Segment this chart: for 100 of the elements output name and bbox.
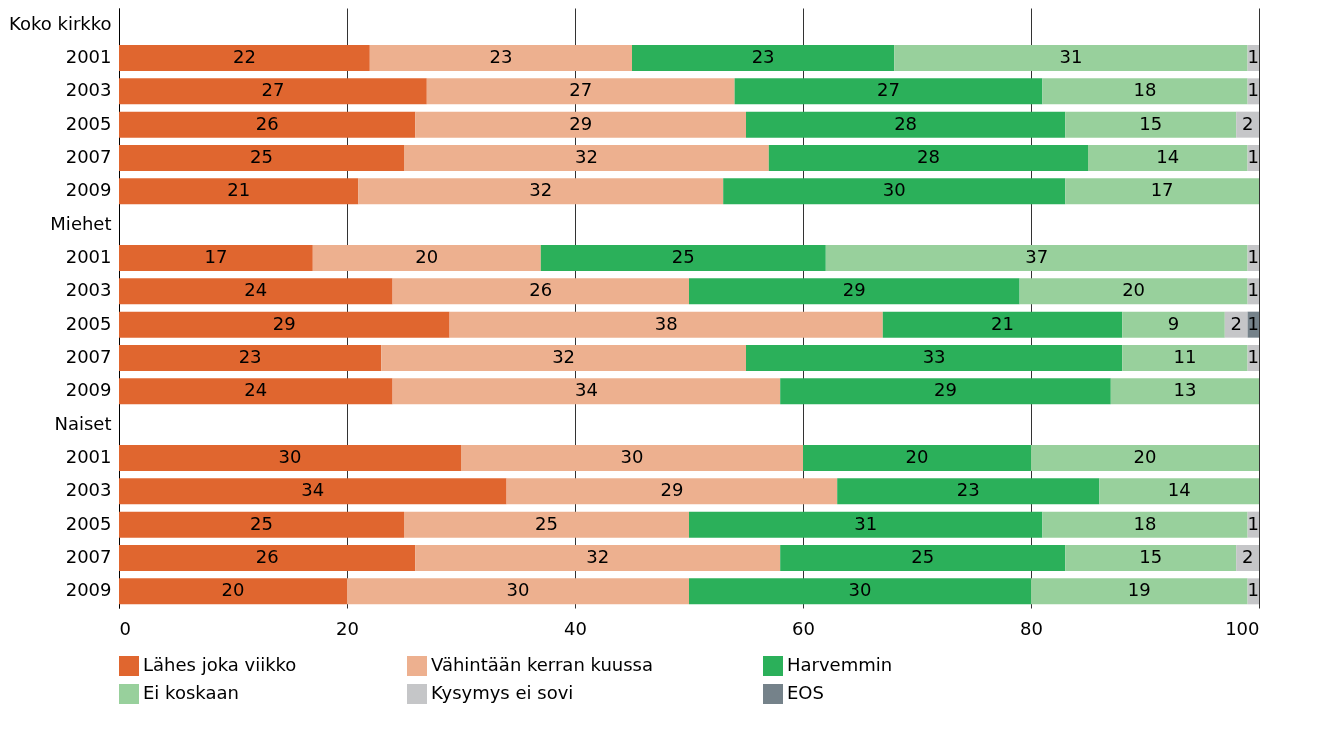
data-label: 23 xyxy=(238,346,262,367)
y-tick-label: 2007 xyxy=(65,546,112,567)
y-tick-label: 2007 xyxy=(65,146,112,167)
data-label: 1 xyxy=(1247,579,1260,601)
x-tick-label: 40 xyxy=(564,617,587,639)
data-label: 25 xyxy=(250,512,273,534)
x-tick-label: 100 xyxy=(1225,617,1260,639)
data-label: 32 xyxy=(552,346,576,367)
legend-label: Kysymys ei sovi xyxy=(431,682,574,703)
data-label: 25 xyxy=(671,246,695,267)
legend-label: Harvemmin xyxy=(787,654,893,675)
data-label: 29 xyxy=(272,312,296,334)
data-label: 21 xyxy=(227,179,251,201)
data-label: 27 xyxy=(877,79,900,101)
data-label: 37 xyxy=(1025,246,1049,267)
data-label: 11 xyxy=(1173,346,1197,367)
data-label: 20 xyxy=(1122,279,1146,301)
data-label: 23 xyxy=(956,479,980,501)
x-tick-label: 0 xyxy=(119,617,131,639)
data-label: 17 xyxy=(1150,179,1174,201)
legend-label: Vähintään kerran kuussa xyxy=(431,654,653,675)
y-tick-label: 2009 xyxy=(65,579,112,601)
y-tick-label: 2005 xyxy=(65,512,112,534)
data-label: 29 xyxy=(660,479,684,501)
data-label: 26 xyxy=(529,279,553,301)
y-tick-label: 2001 xyxy=(65,46,112,67)
data-label: 2 xyxy=(1241,546,1254,567)
y-tick-label: 2009 xyxy=(65,179,112,201)
data-label: 15 xyxy=(1139,112,1163,134)
data-label: 30 xyxy=(620,446,644,467)
y-tick-label: Koko kirkko xyxy=(9,12,112,34)
data-label: 21 xyxy=(991,312,1014,334)
data-label: 15 xyxy=(1139,546,1163,567)
data-label: 20 xyxy=(905,446,929,467)
data-label: 27 xyxy=(569,79,593,101)
x-tick-label: 80 xyxy=(1020,617,1043,639)
data-label: 32 xyxy=(586,546,610,567)
x-tick-label: 20 xyxy=(336,617,359,639)
data-label: 34 xyxy=(574,379,598,401)
data-label: 17 xyxy=(204,246,228,267)
data-label: 28 xyxy=(916,146,940,167)
data-label: 18 xyxy=(1133,79,1157,101)
y-tick-label: 2003 xyxy=(65,79,112,101)
data-label: 25 xyxy=(250,146,273,167)
data-label: 32 xyxy=(529,179,553,201)
data-label: 9 xyxy=(1167,312,1180,334)
data-label: 25 xyxy=(911,546,935,567)
data-label: 32 xyxy=(574,146,598,167)
data-label: 31 xyxy=(1059,46,1083,67)
y-tick-label: 2001 xyxy=(65,246,112,267)
data-label: 19 xyxy=(1127,579,1151,601)
data-label: 29 xyxy=(569,112,593,134)
data-label: 1 xyxy=(1247,346,1260,367)
data-label: 29 xyxy=(934,379,957,401)
data-label: 30 xyxy=(506,579,530,601)
data-label: 23 xyxy=(751,46,775,67)
y-tick-label: 2007 xyxy=(65,346,112,367)
data-label: 1 xyxy=(1247,246,1260,267)
data-label: 13 xyxy=(1173,379,1197,401)
data-label: 30 xyxy=(278,446,302,467)
y-tick-label: Miehet xyxy=(50,212,112,234)
y-tick-label: 2009 xyxy=(65,379,112,401)
y-tick-label: 2003 xyxy=(65,479,112,501)
data-label: 26 xyxy=(255,112,279,134)
data-label: 20 xyxy=(415,246,439,267)
y-tick-label: 2003 xyxy=(65,279,112,301)
data-label: 30 xyxy=(848,579,872,601)
data-label: 34 xyxy=(301,479,325,501)
data-label: 2 xyxy=(1230,312,1242,334)
data-label: 27 xyxy=(261,79,285,101)
y-tick-label: 2005 xyxy=(65,112,112,134)
legend-label: Lähes joka viikko xyxy=(143,654,297,675)
data-label: 14 xyxy=(1156,146,1180,167)
y-tick-label: Naiset xyxy=(54,412,112,434)
data-label: 29 xyxy=(842,279,866,301)
data-label: 28 xyxy=(894,112,918,134)
data-label: 1 xyxy=(1247,79,1260,101)
data-label: 25 xyxy=(535,512,558,534)
data-label: 30 xyxy=(882,179,906,201)
data-label: 14 xyxy=(1167,479,1191,501)
x-tick-label: 60 xyxy=(792,617,815,639)
data-label: 26 xyxy=(255,546,279,567)
data-label: 18 xyxy=(1133,512,1157,534)
legend-label: Ei koskaan xyxy=(143,682,239,703)
data-label: 1 xyxy=(1247,279,1260,301)
data-label: 23 xyxy=(489,46,513,67)
data-label: 22 xyxy=(232,46,256,67)
data-label: 20 xyxy=(1133,446,1157,467)
data-label: 1 xyxy=(1247,312,1260,334)
data-label: 33 xyxy=(922,346,946,367)
data-label: 1 xyxy=(1247,146,1260,167)
data-label: 2 xyxy=(1241,112,1254,134)
data-label: 38 xyxy=(654,312,678,334)
data-label: 24 xyxy=(244,379,268,401)
legend-label: EOS xyxy=(787,682,824,703)
y-tick-label: 2005 xyxy=(65,312,112,334)
y-tick-label: 2001 xyxy=(65,446,112,467)
data-label: 24 xyxy=(244,279,268,301)
data-label: 1 xyxy=(1247,46,1260,67)
data-label: 1 xyxy=(1247,512,1260,534)
